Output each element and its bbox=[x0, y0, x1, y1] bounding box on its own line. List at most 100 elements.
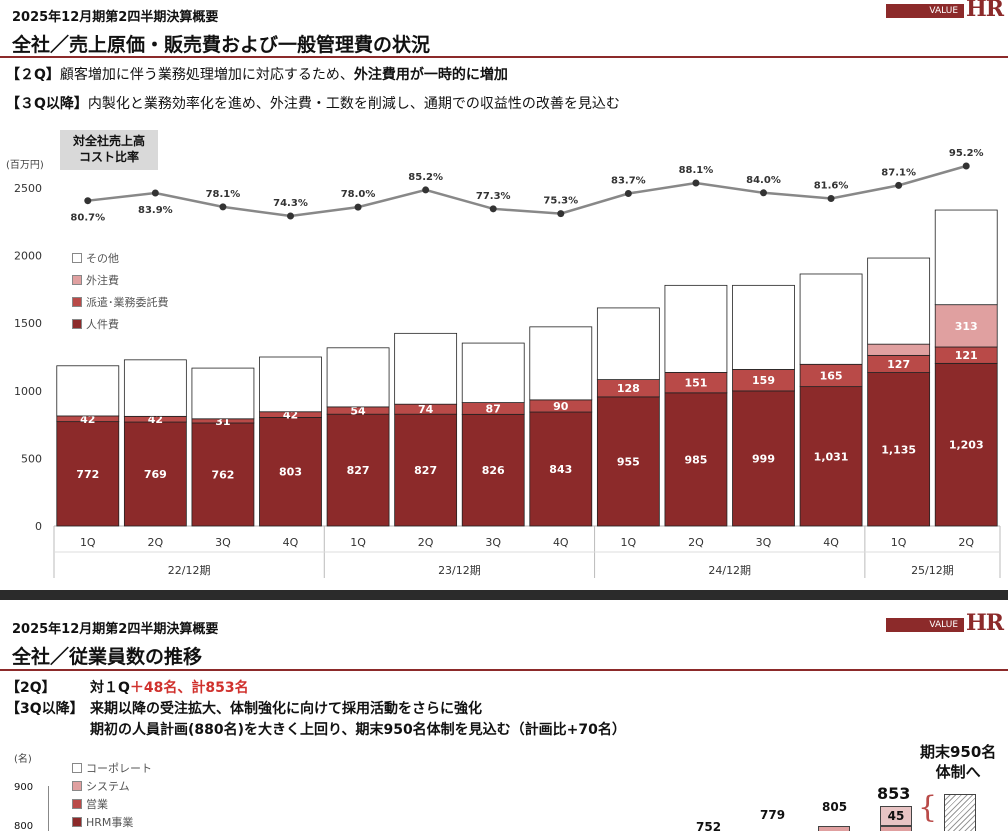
xtick-4: 1Q bbox=[350, 536, 366, 549]
bar-人件費-13 bbox=[934, 362, 998, 527]
bar-その他-4 bbox=[326, 347, 390, 408]
ratio-label-12: 87.1% bbox=[881, 167, 916, 178]
note-2q-2-text: 対１Q bbox=[90, 680, 130, 696]
xtick-6: 3Q bbox=[485, 536, 501, 549]
ratio-label-3: 74.3% bbox=[273, 198, 308, 209]
note-3q: 【３Q以降】内製化と業務効率化を進め、外注費・工数を削減し、通期での収益性の改善… bbox=[6, 93, 620, 113]
ratio-label-0: 80.7% bbox=[70, 213, 105, 224]
value-bar-2: VALUE bbox=[886, 618, 964, 632]
bar-その他-7 bbox=[529, 326, 593, 401]
bar-label-0-7: 843 bbox=[549, 463, 572, 476]
bar-外注費-12 bbox=[867, 343, 931, 356]
legend-label-0: その他 bbox=[86, 252, 119, 265]
ratio-point-11 bbox=[827, 195, 835, 203]
note-2q-2: 【2Q】 対１Q＋48名、計853名 bbox=[6, 677, 249, 697]
bar-label-0-3: 803 bbox=[279, 466, 302, 479]
bar-人件費-8 bbox=[596, 396, 660, 527]
bar-label-0-9: 985 bbox=[684, 453, 707, 466]
bar-label-1-9: 151 bbox=[684, 377, 707, 390]
page-title-2: 全社／従業員数の推移 bbox=[12, 646, 203, 668]
period-label-1: 23/12期 bbox=[438, 564, 481, 577]
bar-人件費-5 bbox=[394, 413, 458, 527]
legend2-sales-label: 営業 bbox=[86, 798, 108, 811]
xtick-11: 4Q bbox=[823, 536, 839, 549]
ratio-label-6: 77.3% bbox=[476, 191, 511, 202]
value-bar: VALUE bbox=[886, 4, 964, 18]
note-3q-2-line1: 来期以降の受注拡大、体制強化に向けて採用活動をさらに強化 bbox=[90, 701, 482, 717]
xtick-3: 4Q bbox=[283, 536, 299, 549]
bar-その他-3 bbox=[259, 356, 322, 413]
ratio-label-9: 88.1% bbox=[679, 165, 714, 176]
note-3q-2-line2: 期初の人員計画(880名)を大きく上回り、期末950名体制を見込む（計画比+70… bbox=[90, 722, 626, 738]
bar-2q-system bbox=[880, 826, 912, 831]
bar-人件費-10 bbox=[732, 390, 795, 527]
bar-人件費-12 bbox=[867, 372, 931, 527]
xtick-13: 2Q bbox=[958, 536, 974, 549]
note-2q: 【２Q】顧客増加に伴う業務処理増加に対応するため、外注費用が一時的に増加 bbox=[6, 64, 508, 84]
total-805: 805 bbox=[822, 800, 848, 814]
note-3q-text: 内製化と業務効率化を進め、外注費・工数を削減し、通期での収益性の改善を見込む bbox=[87, 96, 620, 112]
ratio-point-12 bbox=[895, 181, 903, 189]
xtick-10: 3Q bbox=[756, 536, 772, 549]
bar-label-0-12: 1,135 bbox=[881, 443, 916, 456]
bar-label-0-11: 1,031 bbox=[814, 450, 849, 463]
legend-label-1: 外注費 bbox=[86, 274, 119, 287]
legend-item-2: 派遣･業務委託費 bbox=[72, 294, 169, 310]
legend2-hrm: HRM事業 bbox=[72, 814, 133, 830]
legend2-hrm-label: HRM事業 bbox=[86, 816, 134, 829]
total-779: 779 bbox=[760, 808, 786, 822]
legend2-hrm-swatch bbox=[72, 817, 82, 827]
ratio-point-10 bbox=[760, 189, 767, 197]
callout-text: 期末950名 体制へ bbox=[920, 743, 997, 781]
xtick-12: 1Q bbox=[891, 536, 907, 549]
bar-人件費-4 bbox=[326, 413, 390, 527]
total-853: 853 bbox=[877, 784, 911, 803]
bar-人件費-2 bbox=[191, 422, 255, 527]
forecast-bar bbox=[944, 794, 976, 831]
bar-その他-6 bbox=[461, 342, 525, 403]
doc-title-2: 2025年12月期第2四半期決算概要 bbox=[12, 622, 219, 637]
ratio-point-5 bbox=[422, 186, 430, 194]
bar-label-2-13: 313 bbox=[955, 320, 978, 333]
bar-外注費-13 bbox=[934, 304, 998, 348]
bar-その他-1 bbox=[123, 359, 187, 417]
bar-2q-corporate-label: 45 bbox=[887, 809, 905, 823]
bar-その他-10 bbox=[732, 284, 795, 370]
bar-label-1-7: 90 bbox=[553, 400, 569, 413]
slide-separator bbox=[0, 590, 1008, 600]
xtick-1: 2Q bbox=[148, 536, 164, 549]
ratio-label-4: 78.0% bbox=[341, 189, 376, 200]
legend2-system-label: システム bbox=[86, 780, 130, 793]
ytick-2000: 2000 bbox=[14, 250, 42, 263]
note-3q-tag: 【３Q以降】 bbox=[6, 96, 88, 112]
bar-その他-11 bbox=[799, 273, 863, 365]
bar-2q-corporate: 45 bbox=[880, 806, 912, 826]
hr-logo: HR bbox=[966, 0, 1004, 22]
bar-label-1-10: 159 bbox=[752, 374, 775, 387]
bar-label-1-5: 74 bbox=[418, 403, 434, 416]
ytick-800: 800 bbox=[14, 821, 34, 831]
bar-その他-9 bbox=[664, 284, 728, 373]
legend-label-2: 派遣･業務委託費 bbox=[86, 296, 169, 309]
ytick-1500: 1500 bbox=[14, 317, 42, 330]
ratio-label-10: 84.0% bbox=[746, 175, 781, 186]
title-rule bbox=[0, 56, 1008, 58]
bar-label-1-4: 54 bbox=[350, 405, 366, 418]
ratio-point-8 bbox=[624, 190, 632, 198]
ratio-label-11: 81.6% bbox=[814, 181, 849, 192]
bar-label-1-8: 128 bbox=[617, 382, 640, 395]
unit-label: (百万円) bbox=[6, 160, 44, 171]
bar-label-1-6: 87 bbox=[486, 402, 501, 415]
bar-その他-0 bbox=[56, 365, 120, 417]
ratio-label-7: 75.3% bbox=[543, 196, 578, 207]
bar-label-1-11: 165 bbox=[820, 369, 843, 382]
legend2-sales: 営業 bbox=[72, 796, 108, 812]
legend2-system: システム bbox=[72, 778, 130, 794]
note-2q-bold: 外注費用が一時的に増加 bbox=[353, 67, 508, 83]
bar-その他-2 bbox=[191, 367, 255, 420]
cost-chart: 05001000150020002500772421Q769422Q762313… bbox=[14, 148, 1001, 578]
hr-logo-2: HR bbox=[966, 610, 1004, 636]
ytick-0: 0 bbox=[35, 520, 42, 533]
slide-cost-status: 2025年12月期第2四半期決算概要 VALUE HR 全社／売上原価・販売費お… bbox=[0, 0, 1008, 578]
ratio-label: 対全社売上高 コスト比率 bbox=[60, 130, 158, 170]
